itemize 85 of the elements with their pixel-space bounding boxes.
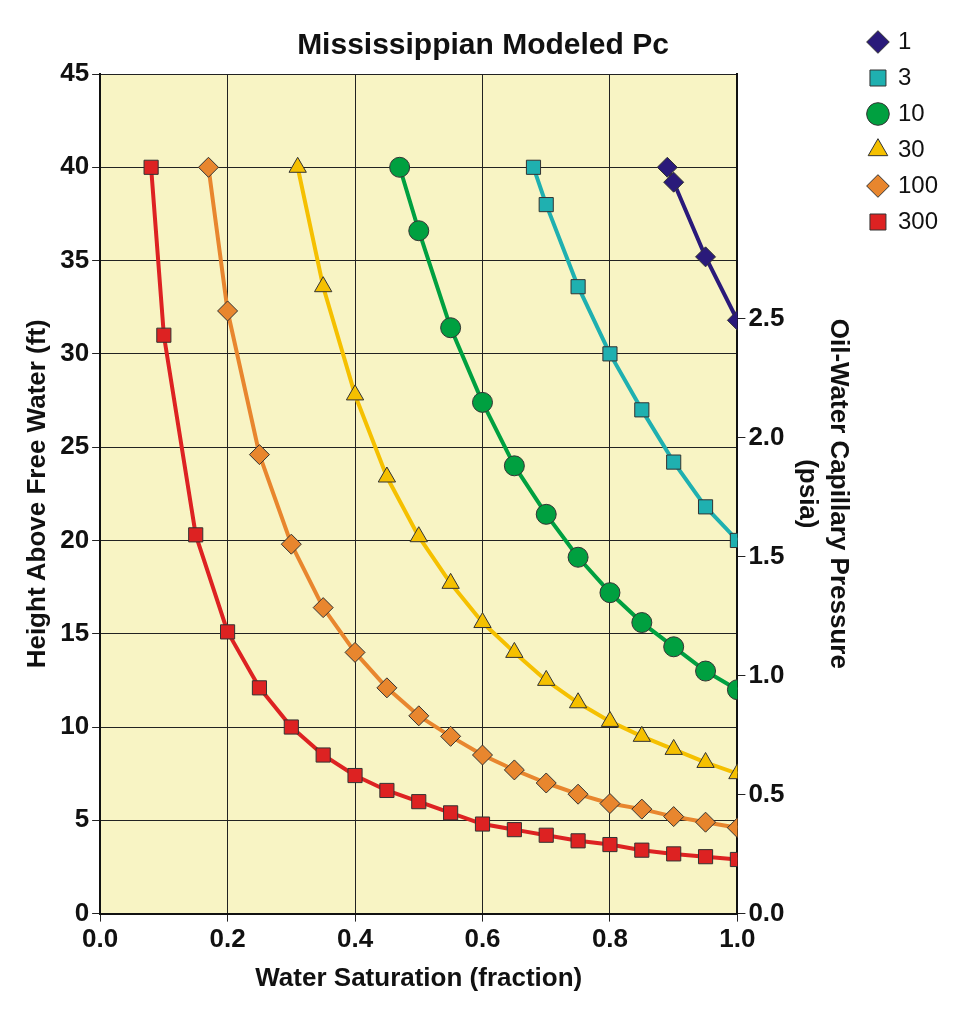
legend-label: 300 <box>897 206 938 234</box>
y2-tick-label: 2.0 <box>748 421 785 452</box>
point <box>344 641 366 663</box>
point <box>220 624 236 640</box>
point <box>280 533 302 555</box>
point <box>474 816 491 832</box>
y-tick-label: 40 <box>60 150 90 181</box>
y-tick-label: 20 <box>60 523 90 554</box>
point <box>143 159 159 175</box>
point <box>156 327 172 343</box>
point <box>347 767 363 784</box>
point <box>443 805 459 821</box>
point <box>663 636 685 658</box>
point <box>634 842 650 858</box>
point <box>217 300 239 322</box>
point <box>440 725 462 747</box>
point <box>251 680 268 696</box>
point <box>538 827 554 843</box>
x-axis-title: Water Saturation (fraction) <box>255 961 583 992</box>
legend-label: 10 <box>897 98 925 126</box>
point <box>248 444 270 466</box>
point <box>567 546 589 568</box>
y-tick-label: 10 <box>60 710 90 741</box>
point <box>379 782 395 799</box>
point <box>663 171 685 193</box>
legend-label: 3 <box>897 62 912 90</box>
y2-tick-label: 2.5 <box>748 302 785 333</box>
point <box>656 156 678 178</box>
point <box>602 346 618 362</box>
point <box>570 833 586 849</box>
point <box>697 849 714 865</box>
x-tick-label: 0.2 <box>209 923 246 954</box>
y-axis-title: Height Above Free Water (ft) <box>20 319 51 669</box>
point <box>602 837 618 853</box>
point <box>538 197 554 213</box>
point <box>411 794 427 810</box>
y-tick-label: 5 <box>74 803 90 834</box>
point <box>472 744 493 766</box>
point <box>631 612 653 634</box>
point <box>503 455 525 477</box>
x-tick-label: 0.8 <box>591 923 629 954</box>
y-tick-label: 45 <box>60 57 90 88</box>
point <box>631 798 653 820</box>
point <box>663 806 685 828</box>
y2-tick-label: 1.5 <box>748 540 785 570</box>
point <box>535 503 557 525</box>
point <box>440 317 462 339</box>
y-tick-label: 35 <box>60 243 90 274</box>
x-tick-label: 0.4 <box>336 923 374 954</box>
chart-title: Mississippian Modeled Pc <box>297 27 669 61</box>
point <box>666 454 682 470</box>
legend-label: 1 <box>897 26 912 54</box>
point <box>283 719 299 735</box>
point <box>599 793 621 815</box>
point <box>188 527 204 543</box>
x-tick-label: 0.6 <box>464 923 501 954</box>
point <box>197 156 219 178</box>
point <box>408 705 430 727</box>
point <box>525 159 542 175</box>
point <box>408 220 430 242</box>
point <box>535 772 557 794</box>
point <box>570 279 586 295</box>
point <box>472 391 493 413</box>
legend-label: 30 <box>897 134 925 162</box>
y2-axis-title: Oil-Water Capillary Pressure (psia) <box>793 318 856 669</box>
point <box>376 677 398 699</box>
point <box>695 811 717 833</box>
y2-tick-label: 0.5 <box>748 777 785 808</box>
point <box>312 597 334 619</box>
point <box>315 747 331 763</box>
point <box>503 759 525 781</box>
legend-label: 100 <box>897 170 938 198</box>
y2-tick-label: 1.0 <box>748 658 785 689</box>
y-tick-label: 25 <box>60 430 90 461</box>
point <box>695 246 717 268</box>
point <box>389 156 411 178</box>
point <box>506 822 522 838</box>
point <box>697 499 714 515</box>
point <box>634 402 650 418</box>
point <box>666 846 682 862</box>
y-tick-label: 30 <box>60 337 90 368</box>
y-tick-label: 15 <box>60 616 90 647</box>
point <box>695 660 717 682</box>
point <box>567 783 589 805</box>
point <box>599 582 621 604</box>
